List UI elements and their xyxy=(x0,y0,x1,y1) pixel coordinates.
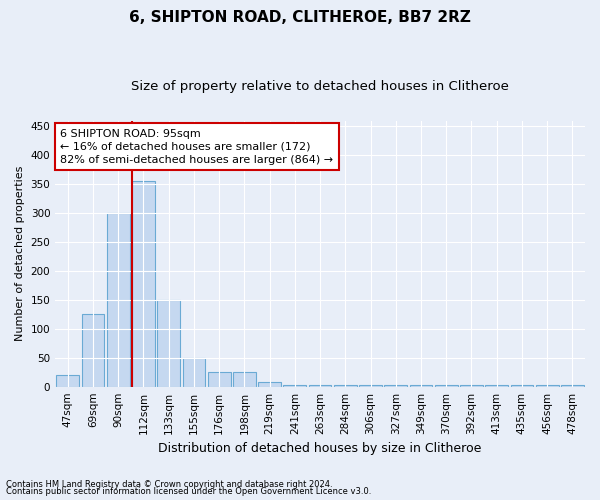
Bar xyxy=(536,385,559,386)
Bar xyxy=(258,382,281,386)
Bar xyxy=(283,385,306,386)
Bar xyxy=(233,372,256,386)
Text: 6 SHIPTON ROAD: 95sqm
← 16% of detached houses are smaller (172)
82% of semi-det: 6 SHIPTON ROAD: 95sqm ← 16% of detached … xyxy=(61,128,334,165)
Bar xyxy=(182,358,205,386)
Bar xyxy=(359,385,382,386)
Text: Contains public sector information licensed under the Open Government Licence v3: Contains public sector information licen… xyxy=(6,487,371,496)
Bar xyxy=(460,385,483,386)
Bar xyxy=(485,385,508,386)
Y-axis label: Number of detached properties: Number of detached properties xyxy=(15,166,25,342)
Bar xyxy=(385,385,407,386)
Bar xyxy=(435,385,458,386)
X-axis label: Distribution of detached houses by size in Clitheroe: Distribution of detached houses by size … xyxy=(158,442,482,455)
Bar xyxy=(107,213,130,386)
Bar xyxy=(82,314,104,386)
Bar xyxy=(561,385,584,386)
Bar xyxy=(410,385,433,386)
Title: Size of property relative to detached houses in Clitheroe: Size of property relative to detached ho… xyxy=(131,80,509,93)
Text: 6, SHIPTON ROAD, CLITHEROE, BB7 2RZ: 6, SHIPTON ROAD, CLITHEROE, BB7 2RZ xyxy=(129,10,471,25)
Bar xyxy=(56,375,79,386)
Text: Contains HM Land Registry data © Crown copyright and database right 2024.: Contains HM Land Registry data © Crown c… xyxy=(6,480,332,489)
Bar xyxy=(157,300,180,386)
Bar xyxy=(132,182,155,386)
Bar xyxy=(511,385,533,386)
Bar xyxy=(334,385,356,386)
Bar xyxy=(208,372,230,386)
Bar xyxy=(309,385,331,386)
